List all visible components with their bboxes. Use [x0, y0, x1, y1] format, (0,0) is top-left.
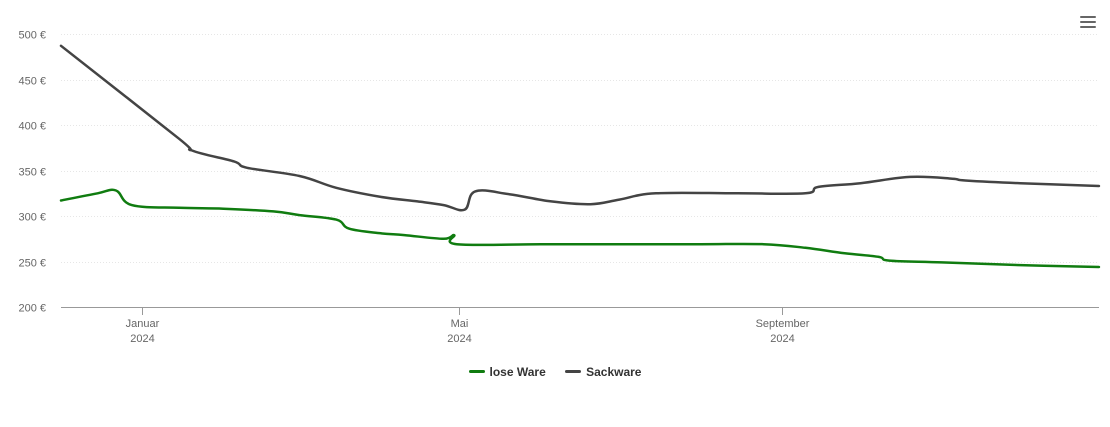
- y-tick-label: 250 €: [18, 258, 46, 270]
- y-tick-label: 500 €: [18, 30, 46, 42]
- y-axis: 200 € 250 € 300 € 350 € 400 € 450 € 500 €: [18, 30, 46, 315]
- x-tick-label-year: 2024: [770, 333, 794, 345]
- y-tick-label: 350 €: [18, 167, 46, 179]
- series-line-sackware[interactable]: [59, 44, 1101, 212]
- hamburger-menu-icon-bar: [1080, 26, 1096, 28]
- legend-item-sackware[interactable]: Sackware: [565, 365, 641, 379]
- y-tick-label: 300 €: [18, 212, 46, 224]
- x-tick-label-month: Mai: [451, 318, 469, 330]
- series-lines: [59, 44, 1101, 269]
- y-tick-label: 200 €: [18, 303, 46, 315]
- legend-swatch-lose-ware: [468, 370, 485, 373]
- series-lose-ware: [59, 188, 1101, 269]
- legend-label-lose-ware: lose Ware: [489, 364, 546, 379]
- x-tick-label-year: 2024: [130, 333, 154, 345]
- chart-menu-button[interactable]: [1076, 10, 1100, 34]
- series-line-lose-ware[interactable]: [59, 188, 1101, 269]
- hamburger-menu-icon: [1080, 16, 1096, 18]
- x-tick-label-month: Januar: [126, 318, 160, 330]
- chart-legend: lose Ware Sackware: [0, 362, 1110, 379]
- y-tick-label: 400 €: [18, 121, 46, 133]
- x-tick-label-month: September: [756, 318, 810, 330]
- legend-label-sackware: Sackware: [586, 364, 642, 379]
- legend-swatch-sackware: [565, 370, 582, 373]
- legend-item-lose-ware[interactable]: lose Ware: [468, 364, 546, 379]
- x-axis: Januar 2024 Mai 2024 September 2024: [61, 307, 1099, 345]
- y-tick-label: 450 €: [18, 76, 46, 88]
- x-tick-label-year: 2024: [447, 333, 471, 345]
- grid-lines: [61, 34, 1099, 263]
- series-sackware: [59, 44, 1101, 212]
- hamburger-menu-icon-bar: [1080, 21, 1096, 23]
